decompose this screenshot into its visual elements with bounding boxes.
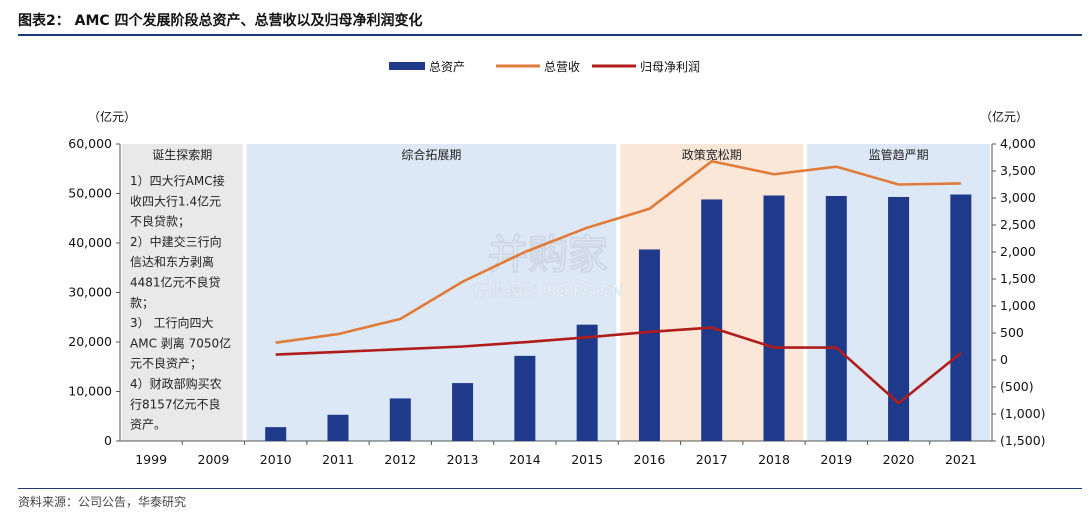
x-tick-label: 2014 bbox=[509, 452, 541, 467]
right-tick-label: 1,500 bbox=[1000, 271, 1036, 286]
left-tick-label: 60,000 bbox=[68, 136, 112, 151]
x-tick-label: 2010 bbox=[260, 452, 292, 467]
watermark-logo-text: 并购家 bbox=[488, 232, 608, 278]
line-revenue bbox=[275, 159, 961, 345]
left-tick-label: 30,000 bbox=[68, 285, 112, 300]
x-tick-label: 2013 bbox=[447, 452, 479, 467]
bar-total-assets-2012 bbox=[389, 398, 411, 441]
right-axis-unit: （亿元） bbox=[980, 109, 1028, 124]
phase-note-line: 不良贷款； bbox=[130, 214, 190, 229]
chart-footer: 资料来源：公司公告，华泰研究 bbox=[18, 488, 1082, 509]
x-tick-label: 2019 bbox=[820, 452, 852, 467]
phase-note-line: 款； bbox=[130, 296, 154, 310]
right-tick-label: 500 bbox=[1000, 325, 1024, 340]
phase-note-line: 资产。 bbox=[130, 418, 166, 432]
bar-total-assets-2019 bbox=[825, 195, 847, 441]
right-tick-label: 4,000 bbox=[1000, 136, 1036, 151]
bar-total-assets-2016 bbox=[638, 249, 660, 441]
phase-label-0: 诞生探索期 bbox=[152, 148, 212, 162]
phase-label-1: 综合拓展期 bbox=[401, 147, 461, 162]
x-tick-label: 2017 bbox=[696, 452, 728, 467]
phase-note-line: 信达和东方剥离 bbox=[130, 254, 214, 269]
x-tick-label: 2011 bbox=[322, 452, 354, 467]
bar-total-assets-2017 bbox=[701, 199, 723, 441]
bar-total-assets-2020 bbox=[888, 196, 910, 441]
x-tick-label: 2020 bbox=[883, 452, 915, 467]
bar-total-assets-2013 bbox=[452, 383, 474, 441]
x-tick-label: 2021 bbox=[945, 452, 977, 467]
left-tick-label: 0 bbox=[104, 433, 112, 448]
left-axis-unit: （亿元） bbox=[88, 109, 136, 124]
phase-note-line: 2）中建交三行向 bbox=[130, 234, 222, 249]
bar-total-assets-2021 bbox=[950, 194, 972, 441]
phase-note-line: AMC 剥离 7050亿 bbox=[130, 335, 231, 350]
left-tick-label: 40,000 bbox=[68, 235, 112, 250]
bar-total-assets-2014 bbox=[514, 355, 536, 441]
phase-note-line: 3） 工行向四大 bbox=[130, 315, 213, 330]
right-tick-label: 3,000 bbox=[1000, 190, 1036, 205]
x-tick-label: 1999 bbox=[135, 452, 167, 467]
right-tick-label: 0 bbox=[1000, 352, 1008, 367]
phase-label-3: 监管趋严期 bbox=[869, 147, 929, 162]
legend-label-0: 总资产 bbox=[429, 60, 465, 74]
right-tick-label: 2,000 bbox=[1000, 244, 1036, 259]
watermark-sub-text: 行业报告 IPOIPO.CN bbox=[473, 281, 624, 300]
right-tick-label: 1,000 bbox=[1000, 298, 1036, 313]
phase-band-0 bbox=[122, 144, 243, 441]
bar-total-assets-2011 bbox=[327, 414, 349, 441]
bar-total-assets-2018 bbox=[763, 195, 785, 441]
source-note: 资料来源：公司公告，华泰研究 bbox=[18, 495, 187, 509]
line-net-profit bbox=[275, 326, 962, 405]
phase-note-line: 4）财政部购买农 bbox=[130, 376, 222, 391]
chart-header: 图表2： AMC 四个发展阶段总资产、总营收以及归母净利润变化 bbox=[18, 8, 1082, 36]
right-tick-label: (500) bbox=[1000, 379, 1034, 394]
right-tick-label: (1,000) bbox=[1000, 406, 1046, 421]
phase-band-1 bbox=[246, 144, 617, 441]
right-tick-label: (1,500) bbox=[1000, 433, 1046, 448]
phase-note-line: 1）四大行AMC接 bbox=[130, 173, 225, 188]
left-tick-label: 50,000 bbox=[68, 186, 112, 201]
x-tick-label: 2012 bbox=[384, 452, 416, 467]
phase-note-line: 元不良资产； bbox=[130, 356, 202, 371]
left-tick-label: 10,000 bbox=[68, 384, 112, 399]
chart-title: 图表2： AMC 四个发展阶段总资产、总营收以及归母净利润变化 bbox=[18, 13, 423, 29]
left-tick-label: 20,000 bbox=[68, 334, 112, 349]
phase-note-line: 行8157亿元不良 bbox=[130, 396, 221, 411]
x-tick-label: 2018 bbox=[758, 452, 790, 467]
legend-label-2: 归母净利润 bbox=[640, 60, 700, 74]
x-tick-label: 2015 bbox=[571, 452, 603, 467]
phase-label-2: 政策宽松期 bbox=[682, 147, 742, 162]
bar-total-assets-2010 bbox=[265, 427, 287, 441]
phase-note-line: 收四大行1.4亿元 bbox=[130, 193, 221, 208]
right-tick-label: 3,500 bbox=[1000, 163, 1036, 178]
legend-label-1: 总营收 bbox=[544, 60, 580, 74]
legend-swatch-0 bbox=[389, 62, 425, 70]
bar-total-assets-2015 bbox=[576, 324, 598, 441]
x-tick-label: 2016 bbox=[634, 452, 666, 467]
x-tick-label: 2009 bbox=[198, 452, 230, 467]
right-tick-label: 2,500 bbox=[1000, 217, 1036, 232]
phase-note-line: 4481亿元不良贷 bbox=[130, 275, 221, 290]
